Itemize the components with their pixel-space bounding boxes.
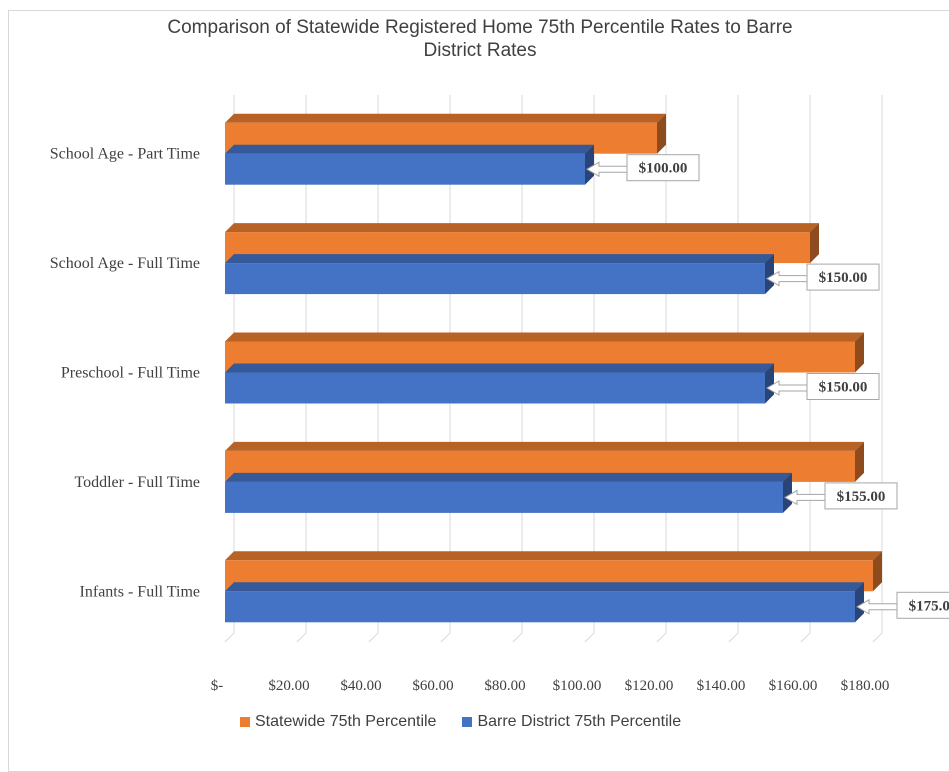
legend-swatch-barre — [462, 717, 473, 727]
data-label: $100.00 — [639, 161, 688, 177]
legend-item-barre: Barre District 75th Percentile — [462, 713, 681, 731]
legend-item-statewide: Statewide 75th Percentile — [240, 713, 436, 731]
gridline-floor — [800, 632, 811, 643]
category-label: Infants - Full Time — [80, 583, 200, 600]
plot-area: $100.00 $150.00 $150.00 $155.00 $175.00 $- $2… — [50, 95, 949, 694]
gridline-floor — [584, 632, 595, 643]
x-tick-label: $180.00 — [841, 678, 890, 694]
legend-label-statewide: Statewide 75th Percentile — [255, 713, 437, 730]
legend-swatch-statewide — [240, 717, 250, 727]
data-label: $150.00 — [819, 380, 868, 396]
x-tick-label: $60.00 — [412, 678, 453, 694]
x-tick-label: $- — [211, 678, 224, 694]
gridline-floor — [728, 632, 739, 643]
statewide-bar-side — [855, 441, 864, 482]
barre-bar — [225, 591, 855, 623]
x-tick-label: $20.00 — [268, 678, 309, 694]
barre-bar-side — [783, 472, 792, 513]
gridline-floor — [296, 632, 307, 643]
barre-bar-top — [225, 144, 594, 154]
x-tick-label: $40.00 — [340, 678, 381, 694]
barre-bar-top — [225, 254, 774, 264]
data-label-box — [806, 373, 880, 400]
category-label: Toddler - Full Time — [74, 474, 200, 491]
data-label-box — [824, 482, 898, 510]
gridline-floor — [224, 632, 235, 643]
barre-bar — [225, 481, 783, 513]
chart-title: Comparison of Statewide Registered Home … — [120, 16, 840, 62]
statewide-bar-side — [657, 113, 666, 154]
gridline-floor — [656, 632, 667, 643]
chart-title-line-2: District Rates — [423, 40, 537, 61]
data-label-box — [896, 591, 949, 619]
statewide-bar-top — [225, 113, 666, 123]
barre-bar-side — [765, 363, 774, 404]
statewide-bar-side — [810, 223, 819, 264]
barre-bar-side — [855, 582, 864, 623]
x-tick-label: $160.00 — [769, 678, 818, 694]
category-label: Preschool - Full Time — [61, 365, 200, 382]
barre-bar — [225, 153, 585, 185]
category-label: School Age - Part Time — [50, 146, 200, 163]
barre-bar — [225, 263, 765, 295]
barre-bar-top — [225, 582, 864, 592]
statewide-bar-top — [225, 332, 864, 342]
category-label: School Age - Full Time — [50, 255, 200, 272]
legend-label-barre: Barre District 75th Percentile — [477, 713, 682, 730]
gridline-floor — [512, 632, 523, 643]
barre-bar-top — [225, 363, 774, 373]
x-tick-label: $100.00 — [553, 678, 602, 694]
data-label-box — [806, 263, 880, 291]
statewide-bar-side — [873, 551, 882, 592]
data-label: $155.00 — [837, 489, 886, 505]
chart-title-line-1: Comparison of Statewide Registered Home … — [167, 17, 793, 38]
barre-bar-side — [765, 254, 774, 295]
gridline-floor — [872, 632, 883, 643]
x-tick-label: $80.00 — [484, 678, 525, 694]
data-label: $175.00 — [909, 598, 949, 614]
data-label: $150.00 — [819, 270, 868, 286]
barre-bar-top — [225, 472, 792, 482]
statewide-bar-top — [225, 223, 819, 233]
statewide-bar-side — [855, 332, 864, 373]
barre-bar — [225, 372, 765, 404]
statewide-bar-top — [225, 551, 882, 561]
legend: Statewide 75th Percentile Barre District… — [240, 713, 707, 731]
barre-bar-side — [585, 144, 594, 185]
gridline-floor — [368, 632, 379, 643]
x-tick-label: $140.00 — [697, 678, 746, 694]
statewide-bar-top — [225, 441, 864, 451]
data-label-box — [626, 154, 700, 182]
gridline-floor — [440, 632, 451, 643]
x-tick-label: $120.00 — [625, 678, 674, 694]
